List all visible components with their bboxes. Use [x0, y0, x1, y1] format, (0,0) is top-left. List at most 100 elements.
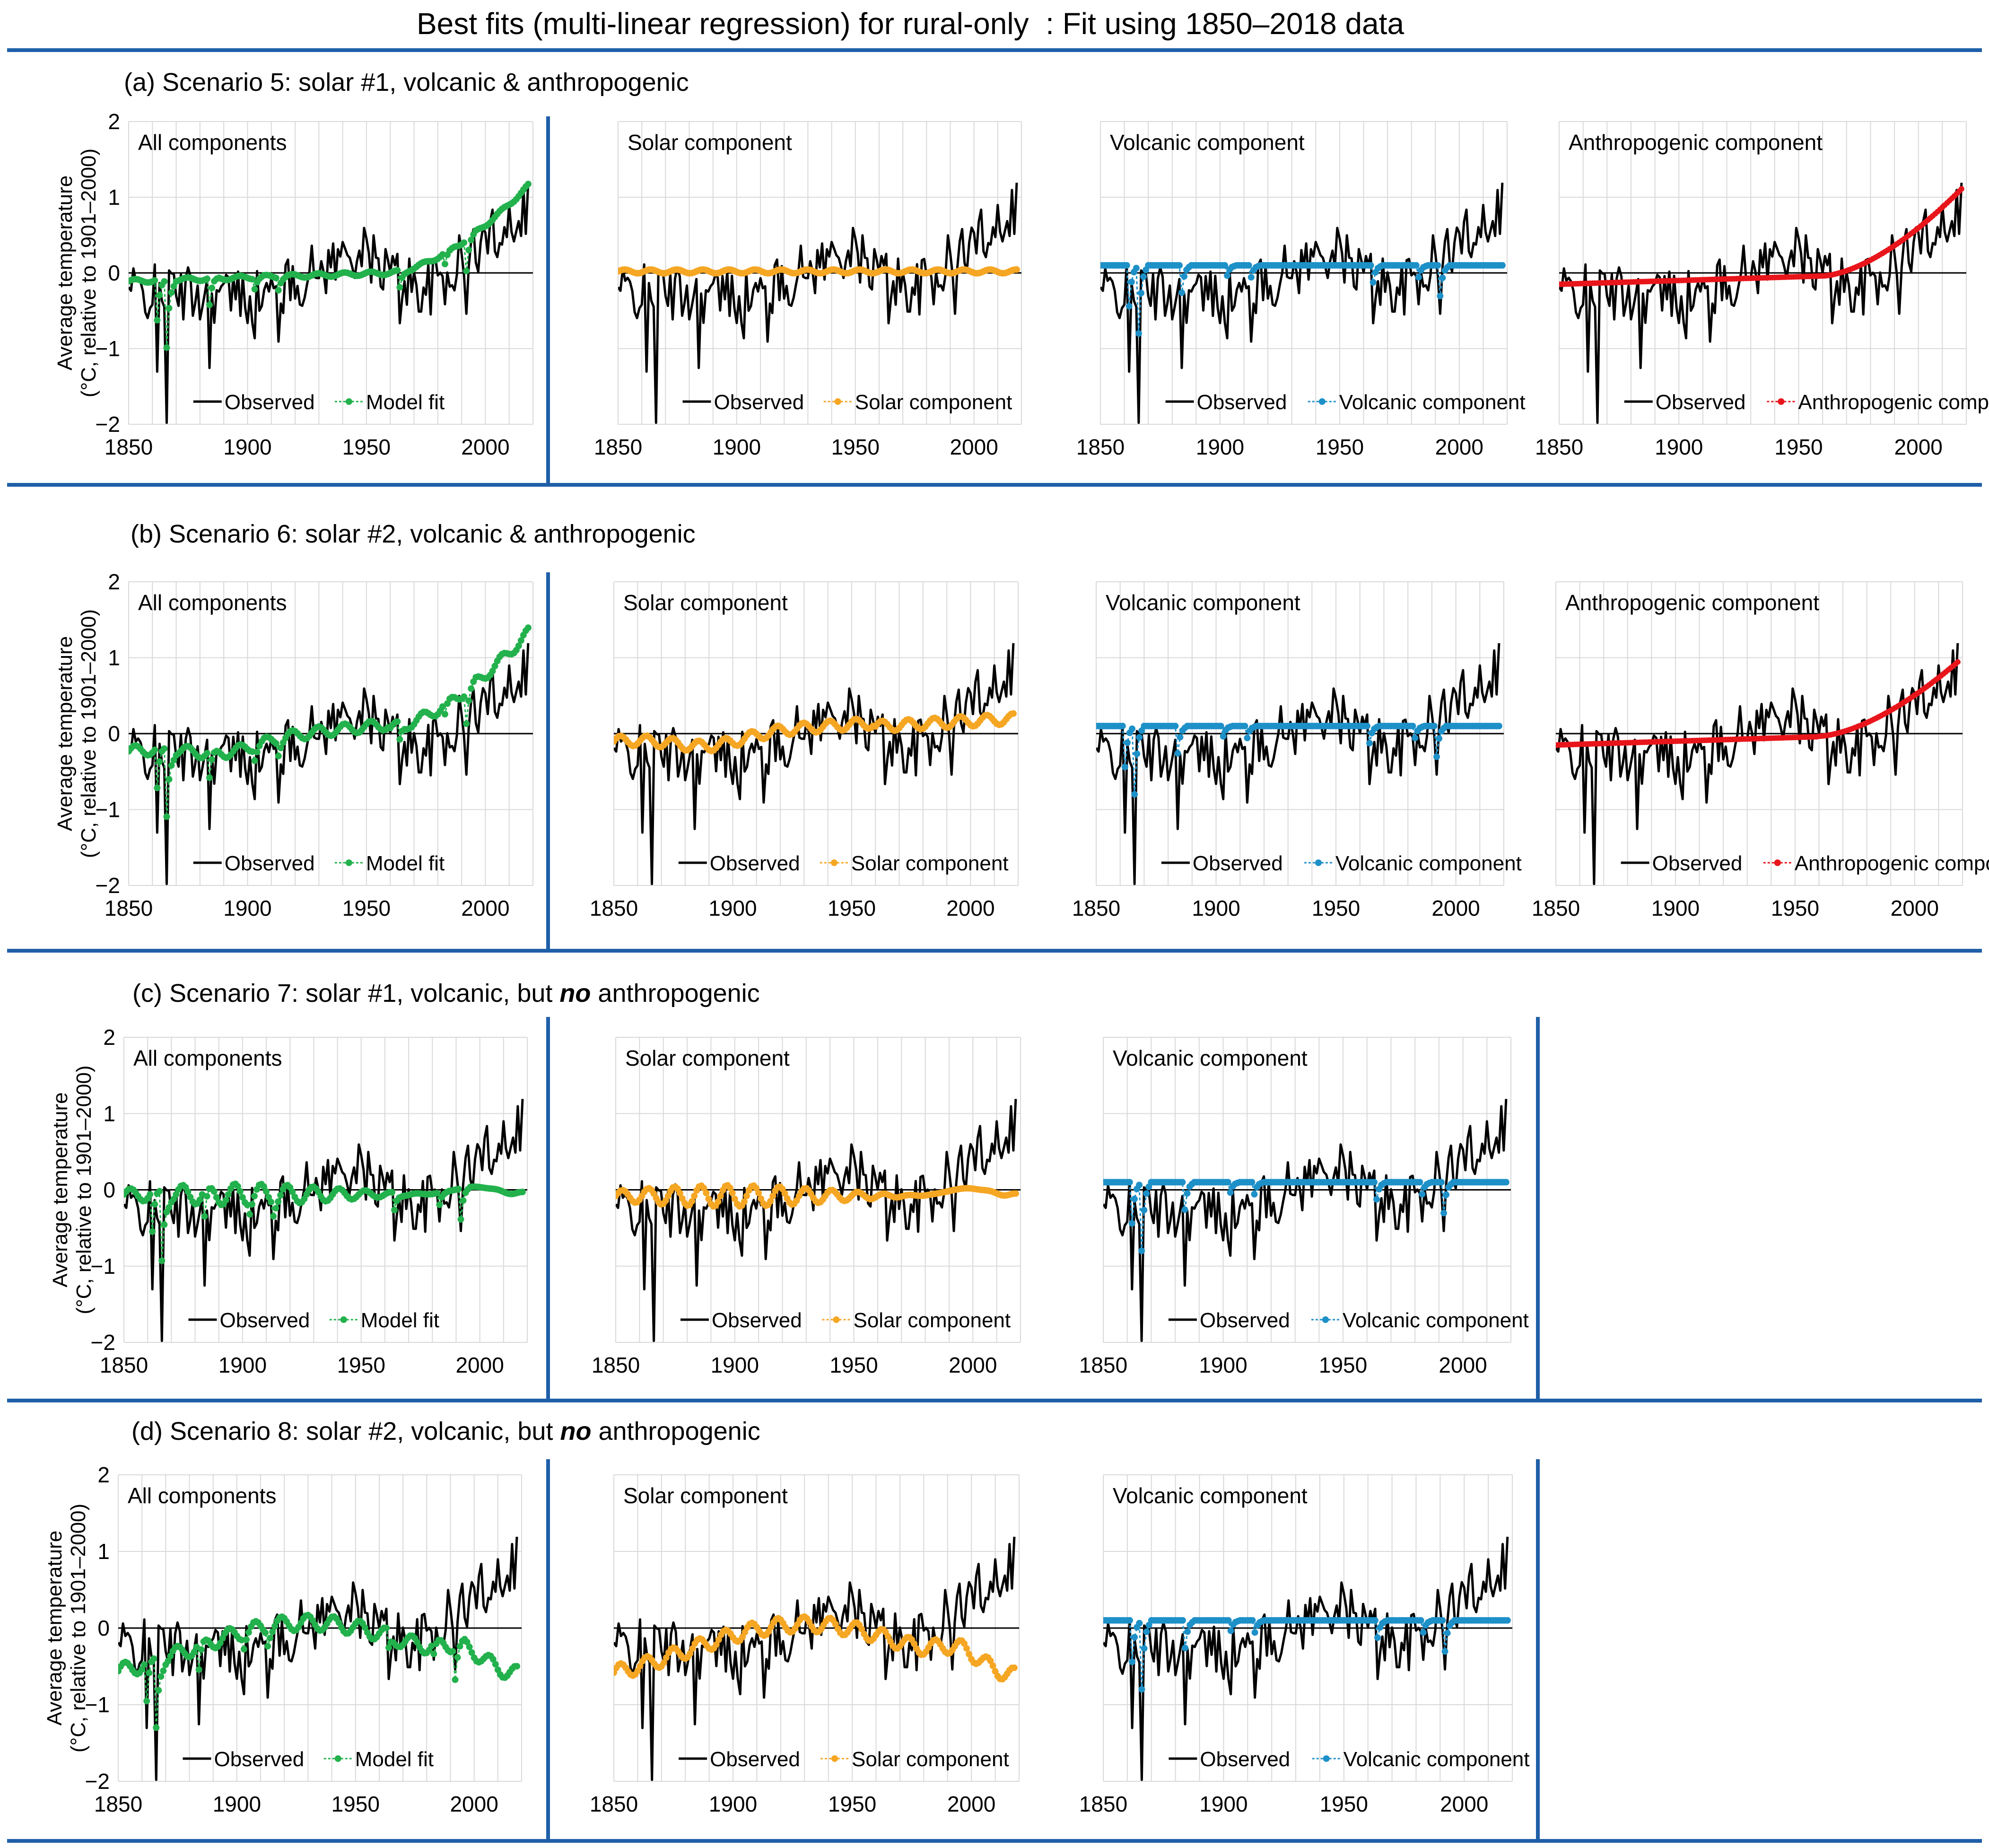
y-tick-label: 2 — [103, 1025, 115, 1050]
plot-area: 1850 1900 1950 2000 2 1 0 −1 −2 Average temperatu… — [43, 1463, 522, 1816]
series-volcanic-point — [1245, 262, 1252, 269]
legend-component-label: Anthropogenic component — [1798, 391, 1989, 414]
chart-svg: 1850 1900 1950 2000 Volcanic component Observ… — [1072, 581, 1522, 920]
series-volcanic-point — [1412, 735, 1419, 742]
legend-component-marker — [830, 859, 837, 866]
series-model-point — [513, 1663, 520, 1670]
series-model-point — [277, 1191, 284, 1199]
series-group — [1556, 643, 1961, 885]
series-model-point — [167, 1653, 174, 1660]
series-volcanic-point — [1121, 763, 1128, 771]
series-solar-point — [705, 1195, 712, 1202]
divider-cd — [7, 1399, 1982, 1402]
legend-component-label: Volcanic component — [1343, 1309, 1529, 1332]
series-model-point — [289, 1188, 296, 1195]
series-group — [129, 181, 532, 424]
series-volcanic-point — [1371, 1617, 1378, 1624]
series-model-point — [492, 1661, 499, 1668]
series-model-point — [468, 1649, 475, 1656]
y-tick-label: −1 — [96, 336, 120, 361]
x-tick-label: 1900 — [709, 1792, 757, 1816]
series-volcanic-point — [1495, 722, 1502, 729]
series-observed-line — [1103, 1536, 1509, 1781]
panel-a2: 1850 1900 1950 2000 Solar component Observed S… — [590, 121, 1022, 462]
series-model-point — [151, 1200, 158, 1208]
series-group — [1103, 1099, 1509, 1342]
panel-b3: 1850 1900 1950 2000 Volcanic component Observ… — [1068, 581, 1522, 923]
series-model-point — [248, 1201, 255, 1208]
x-tick-label: 1900 — [218, 1353, 267, 1377]
series-model-point — [166, 305, 173, 312]
chart-svg: 1850 1900 1950 2000 2 1 0 −1 −2 Average temperatu… — [43, 1463, 522, 1816]
series-volcanic-point — [1177, 734, 1184, 741]
series-volcanic-point — [1225, 1617, 1232, 1624]
series-model-point — [249, 276, 256, 283]
series-model-point — [157, 1673, 165, 1680]
x-tick-label: 1950 — [828, 1792, 876, 1816]
series-model-point — [203, 1193, 210, 1200]
x-tick-label: 1850 — [1072, 896, 1120, 920]
series-volcanic-point — [1227, 1189, 1234, 1196]
series-volcanic-point — [1420, 1629, 1427, 1636]
x-tick-label: 1850 — [1076, 435, 1125, 459]
series-volcanic-point — [1129, 1658, 1136, 1665]
series-volcanic-point — [1123, 262, 1130, 269]
series-model-point — [277, 744, 284, 752]
series-volcanic-point — [1125, 303, 1133, 310]
series-model-point — [388, 1189, 395, 1196]
chart-svg: 1850 1900 1950 2000 2 1 0 −1 −2 Average temperatu… — [49, 1025, 528, 1377]
series-model-point — [154, 316, 161, 324]
series-observed-line — [616, 1099, 1017, 1342]
series-volcanic-point — [1179, 1617, 1186, 1624]
y-tick-label: 1 — [108, 185, 120, 210]
series-solar-point — [1010, 710, 1017, 717]
x-tick-label: 1950 — [831, 435, 880, 459]
series-volcanic-point — [1439, 1617, 1446, 1624]
series-volcanic-point — [1221, 262, 1229, 269]
panel-a1: 1850 1900 1950 2000 2 1 0 −1 −2 Average temperatu… — [53, 109, 533, 462]
series-solar-point — [741, 1198, 748, 1205]
y-tick-label: 2 — [108, 569, 120, 594]
chart-svg: 1850 1900 1950 2000 2 1 0 −1 −2 Average temperatu… — [53, 569, 533, 920]
x-tick-label: 1950 — [828, 896, 876, 920]
series-volcanic-point — [1440, 1209, 1448, 1217]
series-group — [614, 1536, 1018, 1781]
x-tick-label: 1950 — [1320, 1792, 1368, 1816]
series-model-point — [196, 1196, 203, 1203]
series-solar-point — [715, 1198, 722, 1205]
series-model-point — [161, 278, 168, 285]
series-solar-point — [660, 1659, 667, 1666]
series-solar-point — [687, 1650, 694, 1657]
panel-title: All components — [128, 1483, 277, 1508]
legend-observed-label: Observed — [225, 391, 315, 414]
y-tick-label: −2 — [96, 873, 120, 898]
series-observed-line — [618, 183, 1018, 424]
series-model-point — [264, 1643, 271, 1650]
series-volcanic-point — [1134, 750, 1141, 757]
series-group — [1096, 643, 1502, 885]
series-group — [1103, 1536, 1511, 1781]
series-model-point — [150, 1655, 157, 1662]
x-tick-label: 1950 — [332, 1792, 380, 1816]
series-model-point — [161, 1221, 168, 1228]
series-model-point — [149, 1228, 156, 1235]
legend-component-label: Model fit — [366, 852, 445, 875]
series-solar-point — [691, 1192, 698, 1200]
series-model-point — [452, 1676, 459, 1683]
series-volcanic-point — [1179, 1179, 1186, 1186]
legend-component-label: Solar component — [852, 1748, 1009, 1771]
series-solar-point — [715, 1636, 722, 1643]
series-group — [614, 643, 1017, 885]
series-model-point — [154, 784, 161, 791]
panel-title: All components — [138, 590, 287, 615]
panel-title: Volcanic component — [1106, 590, 1300, 615]
legend-observed-label: Observed — [1652, 852, 1743, 875]
series-volcanic-point — [1138, 1686, 1145, 1693]
series-model-point — [210, 1188, 218, 1195]
x-tick-label: 1900 — [1196, 435, 1244, 459]
y-tick-label: −2 — [85, 1769, 110, 1794]
series-volcanic-point — [1227, 1627, 1234, 1634]
panel-title: Volcanic component — [1113, 1046, 1308, 1070]
legend-component-label: Model fit — [355, 1748, 434, 1771]
series-model-point — [489, 667, 496, 674]
